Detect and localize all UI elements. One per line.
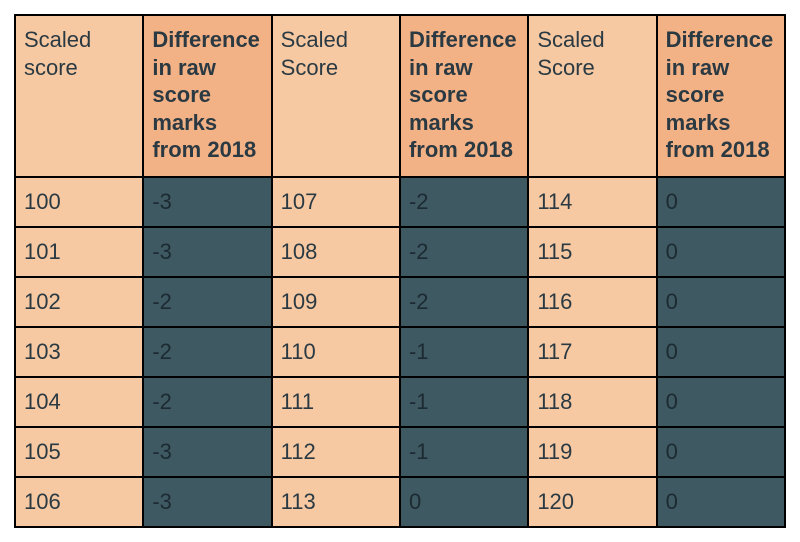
score-table: Scaled score Difference in raw score mar…	[14, 14, 786, 528]
cell-scaled: 120	[527, 478, 655, 526]
cell-difference: -3	[142, 228, 270, 276]
cell-difference: -2	[399, 278, 527, 326]
cell-difference: 0	[656, 378, 784, 426]
cell-difference: -3	[142, 478, 270, 526]
cell-scaled: 115	[527, 228, 655, 276]
cell-difference: -1	[399, 428, 527, 476]
col-header-scaled-2: Scaled Score	[271, 16, 399, 176]
cell-difference: -2	[142, 378, 270, 426]
table-row: 106 -3 113 0 120 0	[16, 476, 784, 526]
cell-difference: 0	[656, 328, 784, 376]
cell-difference: 0	[399, 478, 527, 526]
table-row: 104 -2 111 -1 118 0	[16, 376, 784, 426]
cell-difference: 0	[656, 178, 784, 226]
cell-difference: 0	[656, 278, 784, 326]
table-header-row: Scaled score Difference in raw score mar…	[16, 16, 784, 176]
cell-scaled: 111	[271, 378, 399, 426]
col-header-scaled-1: Scaled score	[16, 16, 142, 176]
col-header-difference-1: Difference in raw score marks from 2018	[142, 16, 270, 176]
table-row: 103 -2 110 -1 117 0	[16, 326, 784, 376]
cell-scaled: 107	[271, 178, 399, 226]
cell-scaled: 112	[271, 428, 399, 476]
cell-scaled: 118	[527, 378, 655, 426]
cell-difference: -3	[142, 428, 270, 476]
table-row: 101 -3 108 -2 115 0	[16, 226, 784, 276]
col-header-difference-3: Difference in raw score marks from 2018	[656, 16, 784, 176]
col-header-difference-2: Difference in raw score marks from 2018	[399, 16, 527, 176]
table-row: 102 -2 109 -2 116 0	[16, 276, 784, 326]
cell-difference: -2	[399, 228, 527, 276]
cell-scaled: 116	[527, 278, 655, 326]
cell-scaled: 106	[16, 478, 142, 526]
cell-difference: -3	[142, 178, 270, 226]
cell-scaled: 108	[271, 228, 399, 276]
cell-scaled: 113	[271, 478, 399, 526]
cell-scaled: 100	[16, 178, 142, 226]
cell-difference: -2	[142, 278, 270, 326]
cell-difference: 0	[656, 478, 784, 526]
cell-scaled: 117	[527, 328, 655, 376]
cell-difference: 0	[656, 228, 784, 276]
cell-scaled: 103	[16, 328, 142, 376]
table-row: 100 -3 107 -2 114 0	[16, 176, 784, 226]
cell-scaled: 109	[271, 278, 399, 326]
cell-difference: -1	[399, 328, 527, 376]
cell-difference: -1	[399, 378, 527, 426]
cell-difference: 0	[656, 428, 784, 476]
cell-scaled: 104	[16, 378, 142, 426]
table-row: 105 -3 112 -1 119 0	[16, 426, 784, 476]
cell-scaled: 110	[271, 328, 399, 376]
cell-scaled: 114	[527, 178, 655, 226]
cell-scaled: 101	[16, 228, 142, 276]
col-header-scaled-3: Scaled Score	[527, 16, 655, 176]
cell-scaled: 105	[16, 428, 142, 476]
cell-difference: -2	[399, 178, 527, 226]
cell-difference: -2	[142, 328, 270, 376]
cell-scaled: 102	[16, 278, 142, 326]
cell-scaled: 119	[527, 428, 655, 476]
